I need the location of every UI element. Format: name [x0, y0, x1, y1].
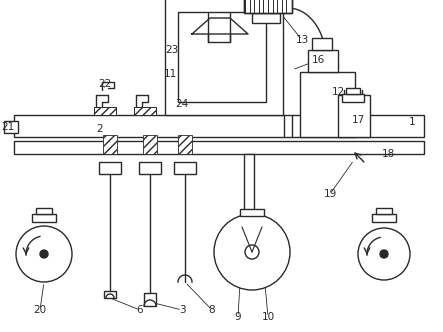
Bar — [178, 12, 266, 102]
Bar — [372, 214, 396, 222]
Text: 9: 9 — [235, 312, 241, 322]
Bar — [376, 208, 392, 214]
Bar — [143, 135, 157, 154]
Text: 17: 17 — [351, 115, 365, 125]
Circle shape — [245, 245, 259, 259]
Circle shape — [214, 214, 290, 290]
Bar — [244, 154, 254, 214]
Bar — [312, 38, 332, 50]
Bar — [174, 162, 196, 174]
Bar — [240, 209, 264, 216]
Polygon shape — [192, 18, 248, 34]
Bar — [103, 135, 117, 154]
Circle shape — [16, 226, 72, 282]
Bar — [32, 214, 56, 222]
Bar — [165, 0, 283, 115]
Bar — [244, 0, 292, 13]
Bar — [178, 135, 192, 154]
Text: 23: 23 — [165, 45, 179, 55]
Bar — [94, 107, 116, 115]
Circle shape — [380, 250, 388, 258]
Circle shape — [358, 228, 410, 280]
Bar — [308, 50, 338, 72]
Text: 16: 16 — [311, 55, 325, 65]
Bar — [342, 94, 364, 102]
Text: 2: 2 — [97, 124, 103, 134]
Bar — [14, 141, 424, 154]
Text: 21: 21 — [1, 122, 15, 132]
Text: 24: 24 — [175, 99, 189, 109]
Text: 12: 12 — [331, 87, 345, 97]
Bar — [99, 162, 121, 174]
Bar — [104, 291, 116, 298]
Text: 11: 11 — [163, 69, 177, 79]
Text: 6: 6 — [137, 305, 144, 315]
Bar — [14, 115, 424, 137]
Text: 22: 22 — [98, 79, 112, 89]
Bar — [134, 107, 156, 115]
Text: 3: 3 — [179, 305, 185, 315]
Text: 13: 13 — [295, 35, 309, 45]
Text: 19: 19 — [323, 189, 337, 199]
Bar — [346, 88, 360, 94]
Text: 1: 1 — [409, 117, 415, 127]
Circle shape — [40, 250, 48, 258]
Text: 10: 10 — [261, 312, 275, 322]
Text: 18: 18 — [381, 149, 395, 159]
Bar — [338, 95, 370, 137]
Bar — [139, 162, 161, 174]
Bar — [244, 0, 292, 13]
Text: 8: 8 — [209, 305, 215, 315]
Bar — [4, 121, 18, 133]
Bar — [144, 293, 156, 306]
Bar — [252, 13, 280, 23]
Bar — [36, 208, 52, 214]
Bar — [300, 72, 355, 137]
Text: 20: 20 — [33, 305, 47, 315]
